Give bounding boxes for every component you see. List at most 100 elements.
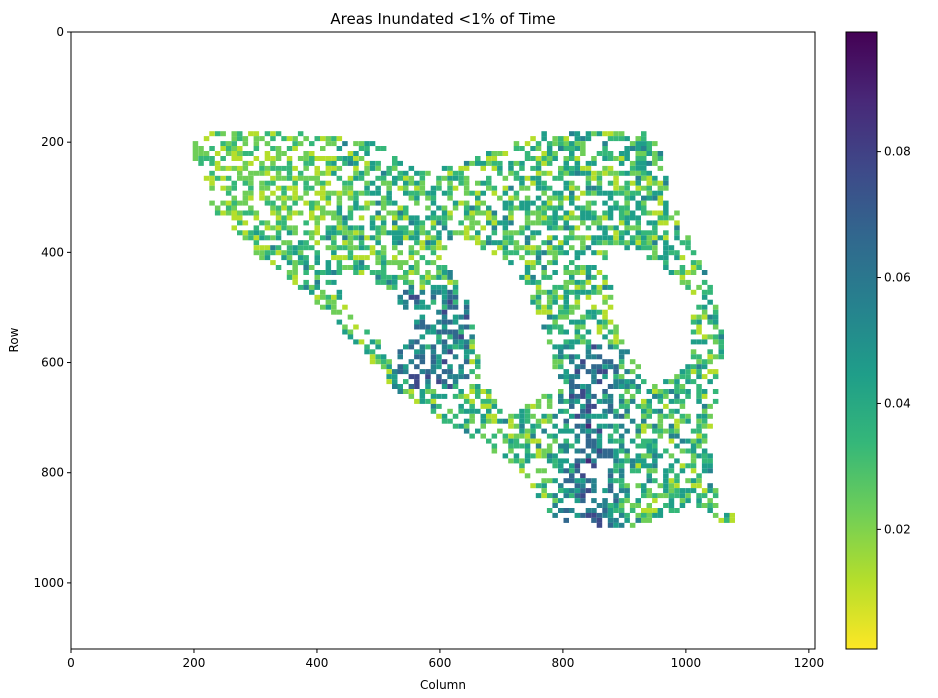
heatmap-cell [270, 165, 276, 171]
heatmap-cell [364, 180, 370, 186]
heatmap-cell [452, 299, 459, 305]
heatmap-cell [375, 354, 381, 360]
heatmap-cell [364, 170, 370, 176]
heatmap-cell [646, 170, 652, 176]
heatmap-cell [546, 160, 553, 166]
heatmap-cell [519, 433, 525, 439]
heatmap-cell [596, 413, 603, 419]
heatmap-cell [712, 334, 719, 340]
heatmap-cell [270, 190, 276, 196]
heatmap-cell [524, 156, 531, 161]
heatmap-cell [613, 463, 619, 469]
heatmap-cell [375, 240, 381, 246]
heatmap-cell [519, 443, 525, 449]
heatmap-cell [585, 215, 592, 221]
heatmap-cell [668, 483, 675, 489]
heatmap-cell [364, 235, 370, 241]
heatmap-cell [591, 498, 597, 504]
heatmap-cell [414, 185, 420, 191]
heatmap-cell [613, 517, 619, 523]
heatmap-cell [403, 205, 409, 211]
heatmap-cell [674, 235, 680, 241]
heatmap-cell [580, 448, 586, 454]
heatmap-cell [668, 245, 675, 251]
heatmap-cell [558, 205, 564, 211]
heatmap-cell [292, 185, 298, 191]
heatmap-cell [303, 260, 309, 266]
heatmap-cell [403, 210, 409, 216]
heatmap-cell [701, 374, 708, 380]
heatmap-cell [436, 265, 442, 270]
heatmap-cell [657, 483, 664, 489]
heatmap-cell [447, 319, 453, 325]
heatmap-cell [558, 389, 564, 394]
heatmap-cell [585, 245, 592, 251]
heatmap-cell [613, 458, 619, 464]
heatmap-cell [419, 354, 426, 360]
heatmap-cell [286, 210, 293, 216]
heatmap-cell [646, 408, 652, 414]
heatmap-cell [635, 403, 641, 409]
heatmap-cell [463, 160, 470, 166]
heatmap-cell [618, 423, 625, 429]
heatmap-cell [225, 151, 232, 156]
heatmap-cell [331, 240, 337, 246]
heatmap-cell [364, 146, 370, 151]
heatmap-cell [380, 265, 387, 270]
heatmap-cell [475, 240, 481, 246]
heatmap-cell [192, 141, 199, 147]
heatmap-cell [336, 205, 343, 211]
heatmap-cell [563, 220, 569, 226]
heatmap-cell [242, 141, 249, 147]
heatmap-cell [270, 136, 276, 142]
heatmap-cell [585, 190, 592, 196]
heatmap-cell [392, 230, 398, 236]
heatmap-cell [613, 180, 619, 186]
heatmap-cell [535, 180, 542, 186]
heatmap-cell [358, 190, 365, 196]
heatmap-cell [618, 478, 625, 484]
heatmap-cell [629, 225, 636, 231]
heatmap-cell [347, 195, 354, 201]
heatmap-cell [635, 200, 641, 206]
heatmap-cell [430, 190, 437, 196]
heatmap-cell [320, 156, 326, 161]
heatmap-cell [596, 250, 603, 256]
heatmap-cell [635, 433, 641, 439]
heatmap-cell [380, 225, 387, 231]
heatmap-cell [679, 389, 686, 394]
heatmap-cell [292, 141, 298, 147]
heatmap-cell [275, 195, 282, 201]
heatmap-cell [486, 413, 492, 419]
heatmap-cell [652, 393, 658, 399]
heatmap-cell [696, 329, 702, 335]
heatmap-cell [552, 255, 558, 261]
heatmap-cell [292, 274, 298, 280]
heatmap-cell [447, 210, 453, 216]
heatmap-cell [607, 205, 614, 211]
heatmap-cell [696, 354, 702, 360]
heatmap-cell [607, 512, 614, 518]
heatmap-cell [718, 517, 724, 523]
heatmap-cell [281, 185, 287, 191]
heatmap-cell [231, 156, 237, 161]
heatmap-cell [342, 180, 348, 186]
heatmap-cell [447, 334, 453, 340]
heatmap-cell [325, 160, 332, 166]
heatmap-cell [591, 131, 597, 137]
heatmap-cell [679, 503, 686, 508]
heatmap-cell [679, 240, 686, 246]
heatmap-cell [430, 403, 437, 409]
heatmap-cell [712, 488, 719, 494]
heatmap-cell [696, 284, 702, 290]
heatmap-cell [563, 170, 569, 176]
heatmap-cell [618, 235, 625, 241]
heatmap-cell [397, 299, 403, 305]
heatmap-cell [259, 230, 265, 236]
heatmap-cell [663, 488, 669, 494]
heatmap-cell [563, 270, 569, 275]
heatmap-cell [392, 384, 398, 389]
heatmap-cell [585, 393, 592, 399]
heatmap-cell [248, 190, 254, 196]
heatmap-cell [646, 517, 652, 523]
